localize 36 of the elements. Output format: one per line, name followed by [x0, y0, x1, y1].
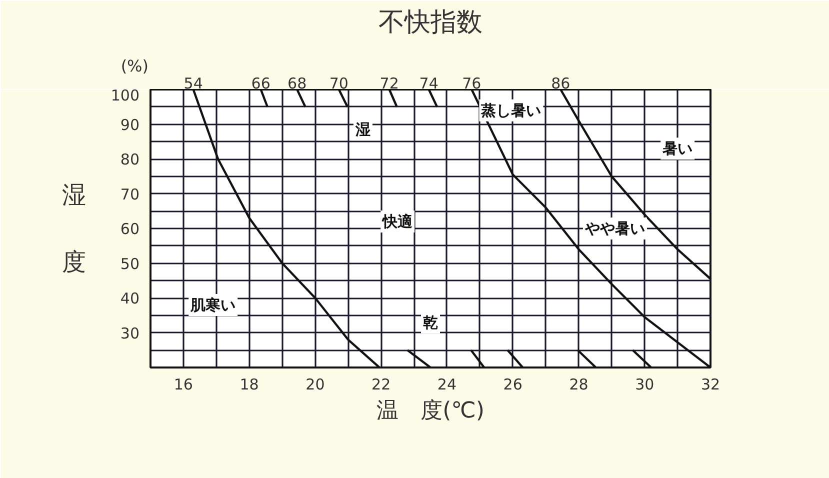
annotation: 湿: [354, 120, 370, 138]
annotation: 74: [419, 74, 438, 92]
y-tick-label: 70: [120, 185, 140, 204]
annotation: 蒸し暑い: [480, 101, 542, 120]
y-tick-label: 40: [120, 290, 140, 308]
x-tick-label: 20: [306, 376, 325, 394]
annotation: 54: [184, 74, 203, 92]
annotation: 70: [329, 74, 348, 92]
x-axis-title: 温 度(℃): [376, 398, 484, 424]
y-tick-label: 50: [120, 254, 140, 273]
y-tick-label: 80: [120, 150, 140, 168]
y-tick-label: 30: [120, 324, 140, 342]
text: 湿度: [62, 180, 86, 276]
annotation: やや暑い: [584, 220, 645, 238]
x-tick-label: 30: [635, 376, 654, 394]
x-tick-label: 24: [437, 376, 457, 394]
annotation: 肌寒い: [190, 296, 236, 314]
x-tick-label: 16: [174, 376, 193, 394]
x-tick-label: 28: [569, 376, 588, 394]
x-tick-label: 26: [503, 376, 522, 394]
annotation: 暑い: [662, 140, 693, 158]
chart-title: 不快指数: [378, 8, 482, 38]
y-tick-label: 60: [120, 220, 140, 238]
text: (%): [120, 56, 148, 76]
x-tick-label: 22: [372, 376, 391, 394]
annotation: 66: [251, 74, 270, 92]
annotation: 68: [288, 74, 307, 92]
annotation: 76: [462, 74, 482, 92]
annotation: 72: [380, 74, 399, 92]
y-tick-label: 90: [120, 116, 140, 134]
annotation: 乾: [423, 313, 438, 332]
x-tick-label: 18: [240, 376, 259, 394]
annotation: 快適: [382, 212, 414, 231]
y-tick-label: 100: [110, 86, 140, 104]
annotation: 86: [551, 74, 570, 92]
x-tick-label: 32: [700, 376, 720, 394]
